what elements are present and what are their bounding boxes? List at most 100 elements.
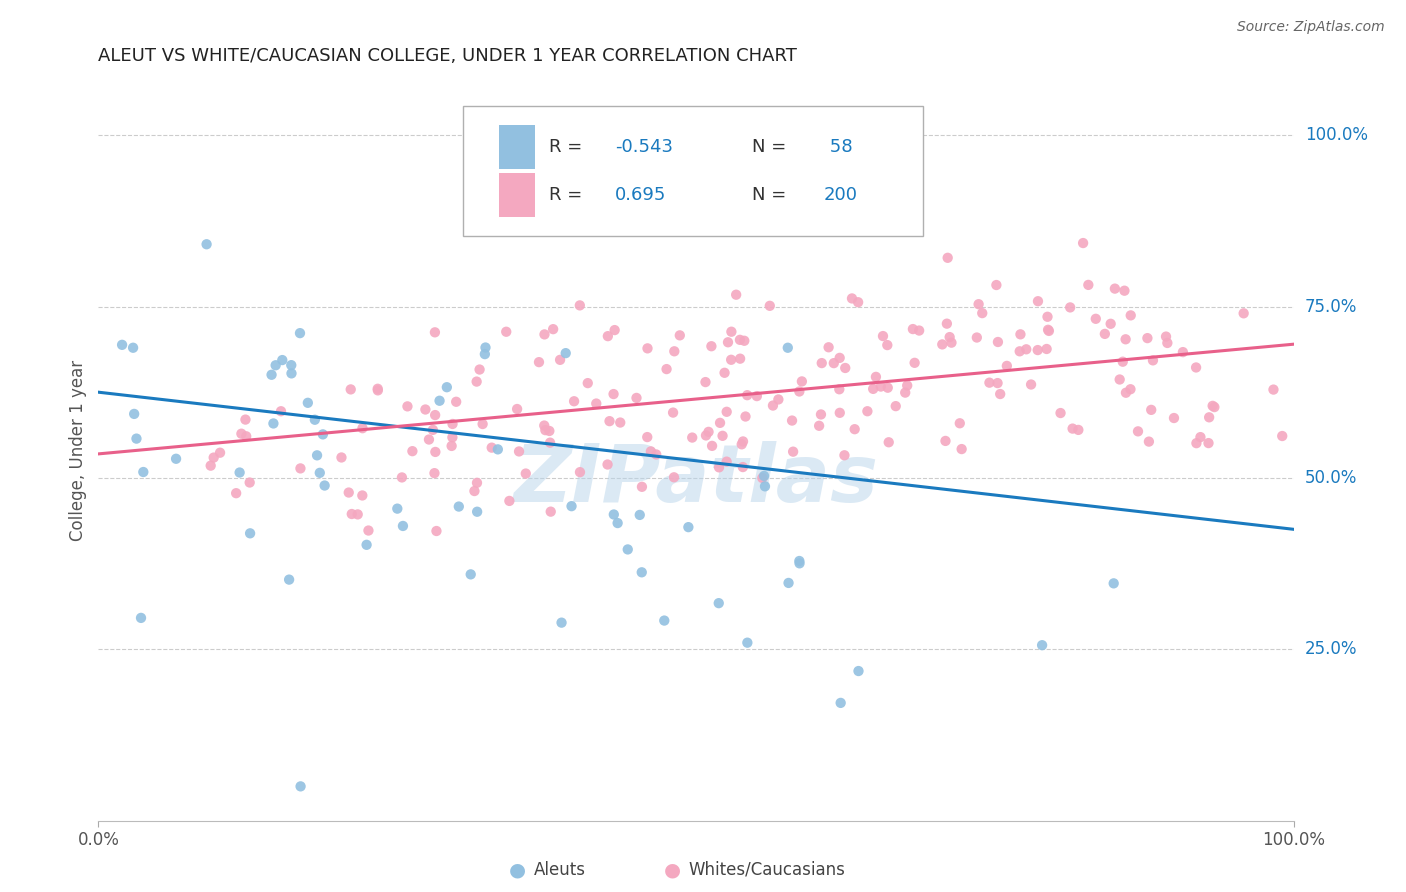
Point (1126, 425, 1149, 439)
Point (828, 351, 851, 365)
Point (810, 356, 832, 370)
Point (856, 404, 879, 418)
Point (1198, 436, 1220, 450)
Point (533, 327, 555, 342)
Point (307, 448, 329, 462)
Point (540, 505, 562, 519)
Point (481, 441, 503, 455)
Point (278, 573, 301, 587)
Point (988, 387, 1011, 401)
Point (1008, 344, 1031, 359)
Point (441, 417, 464, 431)
Point (711, 429, 734, 443)
Point (396, 400, 419, 414)
Point (538, 435, 561, 450)
Point (876, 381, 898, 395)
Point (209, 446, 232, 460)
Point (896, 378, 918, 392)
Point (1115, 332, 1137, 346)
Point (908, 324, 931, 338)
Point (367, 384, 389, 398)
Point (235, 412, 257, 426)
Point (1204, 400, 1226, 414)
Point (280, 358, 302, 372)
Point (506, 402, 529, 417)
Point (979, 376, 1001, 390)
Point (568, 465, 591, 479)
Point (527, 355, 550, 369)
Point (662, 406, 685, 420)
Text: Source: ZipAtlas.com: Source: ZipAtlas.com (1237, 20, 1385, 34)
Point (270, 404, 292, 418)
Point (1036, 323, 1059, 337)
Point (834, 448, 856, 462)
Point (391, 470, 413, 484)
Point (987, 376, 1010, 390)
Point (1271, 429, 1294, 443)
Point (423, 408, 446, 422)
Point (460, 567, 482, 582)
Point (987, 334, 1010, 349)
Point (122, 341, 145, 355)
Point (1031, 638, 1053, 652)
Y-axis label: College, Under 1 year: College, Under 1 year (69, 359, 87, 541)
Text: 50.0%: 50.0% (1305, 469, 1357, 487)
Point (725, 287, 748, 301)
Point (876, 338, 898, 352)
Text: 75.0%: 75.0% (1305, 298, 1357, 316)
Point (789, 384, 811, 399)
Point (1084, 311, 1107, 326)
Text: ZIPatlas: ZIPatlas (513, 441, 879, 519)
Point (357, 524, 380, 538)
Point (768, 392, 790, 407)
Point (550, 615, 572, 630)
Point (271, 353, 294, 368)
Point (1059, 301, 1081, 315)
Point (938, 330, 960, 344)
Point (697, 425, 720, 439)
Point (392, 519, 415, 533)
Text: ALEUT VS WHITE/CAUCASIAN COLLEGE, UNDER 1 YEAR CORRELATION CHART: ALEUT VS WHITE/CAUCASIAN COLLEGE, UNDER … (98, 47, 797, 65)
Point (737, 635, 759, 649)
Point (776, 341, 799, 355)
Point (568, 298, 591, 312)
Text: ●: ● (664, 860, 681, 880)
Point (239, 475, 262, 490)
Point (235, 429, 257, 443)
Point (602, 387, 624, 401)
Point (762, 399, 785, 413)
Point (596, 458, 619, 472)
Point (308, 466, 330, 480)
Text: ●: ● (509, 860, 526, 880)
Point (751, 471, 773, 485)
Point (1185, 436, 1208, 450)
Point (752, 469, 775, 483)
Point (631, 480, 654, 494)
Point (967, 297, 990, 311)
Point (707, 460, 730, 475)
Point (440, 439, 463, 453)
Text: N =: N = (752, 186, 792, 204)
Point (894, 385, 917, 400)
Point (387, 501, 409, 516)
Point (1171, 345, 1194, 359)
Point (1112, 355, 1135, 369)
Point (616, 542, 638, 557)
Point (606, 516, 628, 530)
Point (541, 322, 564, 336)
Point (436, 380, 458, 394)
Point (735, 388, 758, 402)
Point (202, 450, 225, 465)
Point (508, 444, 530, 458)
Text: 25.0%: 25.0% (1305, 640, 1357, 658)
Point (495, 325, 517, 339)
Point (1026, 343, 1049, 357)
Point (447, 500, 470, 514)
Point (425, 445, 447, 459)
Point (1198, 410, 1220, 425)
Point (707, 596, 730, 610)
Point (782, 444, 804, 458)
Point (1108, 372, 1130, 386)
Point (716, 455, 738, 469)
Point (1185, 360, 1208, 375)
